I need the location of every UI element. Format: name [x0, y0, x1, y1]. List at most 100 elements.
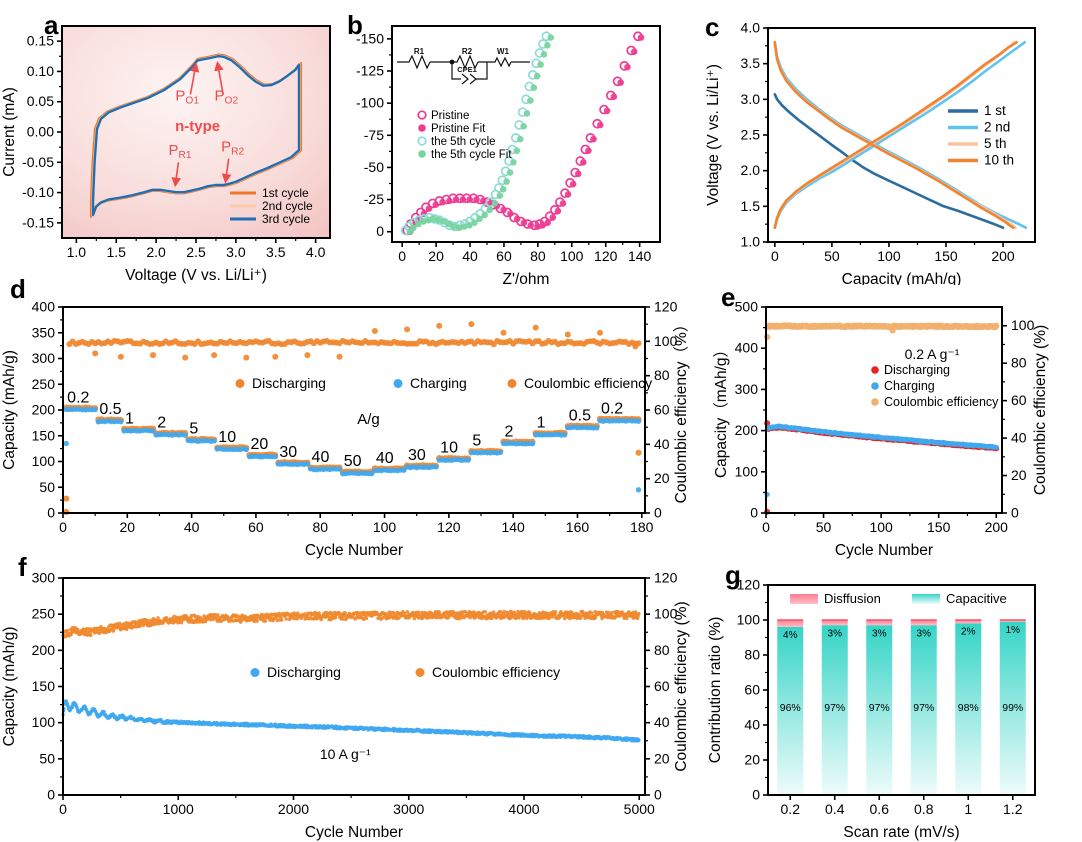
svg-text:0.6: 0.6: [870, 801, 890, 817]
svg-text:Discharging: Discharging: [252, 375, 326, 391]
svg-text:250: 250: [32, 376, 56, 392]
svg-text:Cycle Number: Cycle Number: [835, 542, 933, 559]
svg-text:Discharging: Discharging: [267, 664, 341, 680]
panel-letter-f: f: [18, 552, 27, 582]
contribution-ratio-chart: 4%96%3%97%3%97%3%97%2%98%1%99%0.2 0.4 0.6 0…: [707, 577, 1036, 841]
svg-text:98%: 98%: [958, 702, 979, 714]
svg-text:30: 30: [279, 444, 297, 461]
svg-text:80: 80: [530, 248, 546, 264]
long-cycling-10ag-chart: 0 1000 2000 3000 4000 50000501001502002503000…: [1, 570, 690, 842]
svg-text:1 st: 1 st: [984, 103, 1006, 118]
annotation-arrow: [214, 61, 224, 95]
axes: 1.0 1.5 2.0 2.5 3.0 3.5 4.0 0.15 0.10 0.05 0.00 -0.…: [1, 33, 326, 284]
svg-text:200: 200: [985, 519, 1009, 535]
svg-text:97%: 97%: [913, 702, 934, 714]
svg-text:40: 40: [744, 717, 760, 733]
legend: 1 st 2 nd5 th 10 th: [948, 103, 1014, 168]
svg-text:Capacity（mAh/g）: Capacity（mAh/g）: [713, 342, 730, 478]
svg-text:5000: 5000: [624, 801, 655, 817]
axes: 0 50 100 150 2000100200300400500020406080100…: [713, 299, 1049, 560]
svg-text:-125: -125: [356, 63, 384, 79]
svg-text:40: 40: [376, 450, 394, 467]
svg-text:-25: -25: [364, 191, 384, 207]
svg-text:PR1: PR1: [169, 142, 192, 161]
svg-text:140: 140: [501, 519, 525, 535]
svg-text:5: 5: [472, 433, 481, 450]
svg-text:5 th: 5 th: [984, 136, 1007, 151]
svg-text:100: 100: [654, 606, 678, 622]
series-discharging: [61, 699, 641, 743]
svg-text:120: 120: [737, 577, 761, 593]
svg-text:100: 100: [373, 519, 397, 535]
svg-text:Scan rate (mV/s): Scan rate (mV/s): [843, 824, 959, 841]
svg-text:2.0: 2.0: [146, 244, 166, 260]
svg-text:100: 100: [737, 612, 761, 628]
svg-text:Voltage (V vs. Li/Li⁺): Voltage (V vs. Li/Li⁺): [705, 64, 722, 206]
svg-text:97%: 97%: [824, 702, 845, 714]
svg-text:80: 80: [654, 642, 670, 658]
series-charging: [63, 406, 642, 493]
svg-text:0: 0: [1011, 505, 1019, 521]
svg-text:300: 300: [32, 570, 56, 586]
svg-text:2 nd: 2 nd: [984, 120, 1010, 135]
svg-text:120: 120: [654, 299, 678, 315]
legend: Disffusion Capacitive: [790, 591, 1007, 606]
svg-text:10 A g⁻¹: 10 A g⁻¹: [320, 746, 371, 762]
series-coulombic-efficiency: [61, 609, 641, 639]
series-coulombic-efficiency: [763, 322, 1000, 341]
svg-text:96%: 96%: [780, 702, 801, 714]
bar-1.2: 1% 99%: [999, 619, 1026, 795]
svg-text:3000: 3000: [393, 801, 424, 817]
series-1-st: [773, 93, 1005, 229]
svg-text:1.5: 1.5: [741, 198, 761, 214]
panel-letter-d: d: [10, 274, 26, 304]
svg-text:1: 1: [537, 415, 546, 432]
svg-text:-0.15: -0.15: [22, 214, 54, 230]
svg-text:2.5: 2.5: [741, 127, 761, 143]
svg-text:Z'/ohm: Z'/ohm: [503, 271, 550, 285]
svg-text:Voltage (V vs. Li/Li⁺): Voltage (V vs. Li/Li⁺): [125, 267, 267, 284]
svg-text:0: 0: [750, 505, 758, 521]
svg-text:200: 200: [991, 248, 1015, 264]
svg-text:0: 0: [762, 519, 770, 535]
svg-text:-150: -150: [356, 30, 384, 46]
svg-text:200: 200: [32, 402, 56, 418]
legend: Discharging Coulombic efficiency: [250, 664, 560, 680]
panel-e: 0 50 100 150 200 0 100 200 300 400 500 0 20 40 60 80 100…: [700, 285, 1082, 565]
svg-text:40: 40: [654, 714, 670, 730]
svg-text:0.8: 0.8: [914, 801, 934, 817]
svg-text:-0.10: -0.10: [22, 184, 54, 200]
bar-0.2: 4% 96%: [777, 619, 804, 795]
svg-text:1%: 1%: [1006, 625, 1021, 636]
svg-text:-100: -100: [356, 95, 384, 111]
svg-text:0: 0: [654, 787, 662, 803]
svg-text:10 th: 10 th: [984, 153, 1014, 168]
svg-text:1.0: 1.0: [67, 244, 87, 260]
svg-text:20: 20: [1011, 467, 1027, 483]
svg-text:Capacity (mAh/g): Capacity (mAh/g): [1, 350, 18, 470]
series-the-5th-cycle-fit: [406, 34, 555, 236]
svg-text:300: 300: [32, 350, 56, 366]
panel-letter-b: b: [347, 10, 363, 40]
svg-text:40: 40: [184, 519, 200, 535]
svg-text:2.5: 2.5: [186, 244, 206, 260]
svg-text:Cycle Number: Cycle Number: [305, 824, 403, 841]
plot-frame: [765, 306, 1003, 514]
svg-text:R1: R1: [414, 47, 425, 56]
series-10-th-charge: [773, 41, 1018, 229]
svg-text:Capacity (mAh/g): Capacity (mAh/g): [842, 271, 962, 285]
svg-text:2000: 2000: [278, 801, 309, 817]
svg-text:3%: 3%: [917, 628, 932, 639]
series-charging: [764, 423, 999, 498]
svg-text:Charging: Charging: [410, 375, 467, 391]
svg-text:100: 100: [654, 333, 678, 349]
svg-text:1.2: 1.2: [1003, 801, 1023, 817]
annotation-arrow: [221, 158, 232, 184]
panel-letter-e: e: [721, 282, 736, 312]
svg-text:20: 20: [428, 248, 444, 264]
panel-letter-g: g: [725, 560, 741, 590]
svg-text:0.15: 0.15: [27, 33, 54, 49]
svg-text:Coulombic efficiency: Coulombic efficiency: [884, 395, 999, 409]
svg-text:4000: 4000: [508, 801, 539, 817]
